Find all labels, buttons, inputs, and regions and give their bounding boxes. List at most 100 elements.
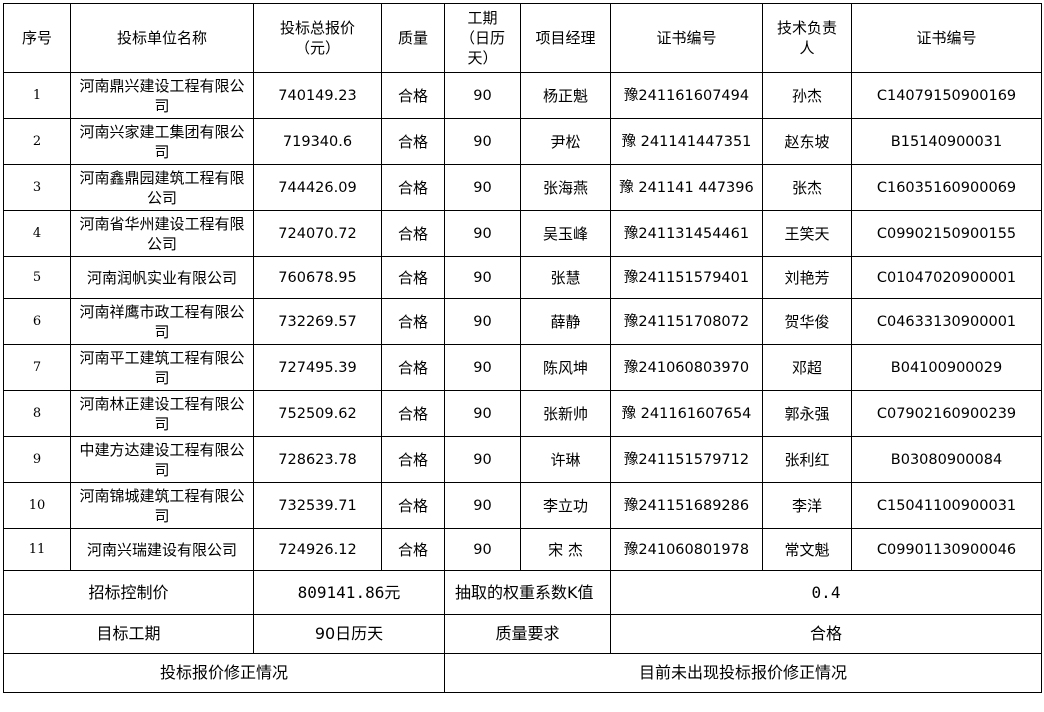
manager-cert-no-cell: 豫241131454461 xyxy=(610,210,763,257)
table-row: 8 河南林正建设工程有限公司 752509.62 合格 90 张新帅豫 241161607… xyxy=(3,390,1042,437)
period-cell: 90 xyxy=(444,390,521,437)
bid-results-table: 序号 投标单位名称 投标总报价（元） 质量 工期（日历天） 项目经理 证书编号 … xyxy=(3,3,1042,693)
project-manager-cell: 薛静 xyxy=(520,298,611,345)
total-price-cell: 724070.72 xyxy=(253,210,382,257)
tech-lead-cell: 王笑天 xyxy=(762,210,852,257)
manager-cert-no-cell: 豫241151579401 xyxy=(610,256,763,299)
table-row: 5 河南润帆实业有限公司 760678.95 合格 90 张慧 豫241151579401 刘… xyxy=(3,256,1042,299)
header-tech-lead: 技术负责人 xyxy=(762,3,852,73)
company-name-cell: 河南兴瑞建设有限公司 xyxy=(70,528,254,571)
header-manager: 项目经理 xyxy=(520,3,611,73)
tech-lead-cell: 张利红 xyxy=(762,436,852,483)
quality-cell: 合格 xyxy=(381,256,445,299)
quality-cell: 合格 xyxy=(381,118,445,165)
tech-cert-no-cell: C14079150900169 xyxy=(851,72,1042,119)
total-price-cell: 740149.23 xyxy=(253,72,382,119)
control-price-value: 809141.86元 xyxy=(253,570,445,615)
table-row: 1 河南鼎兴建设工程有限公司 740149.23 合格 90 杨正魁 豫2411616074… xyxy=(3,72,1042,119)
company-name-cell: 河南鑫鼎园建筑工程有限公司 xyxy=(70,164,254,211)
quality-cell: 合格 xyxy=(381,390,445,437)
quality-cell: 合格 xyxy=(381,72,445,119)
tech-lead-cell: 常文魁 xyxy=(762,528,852,571)
correction-value: 目前未出现投标报价修正情况 xyxy=(444,653,1042,693)
seq-cell: 1 xyxy=(3,72,71,119)
company-name-cell: 河南锦城建筑工程有限公司 xyxy=(70,482,254,529)
table-row: 4 河南省华州建设工程有限公司 724070.72 合格 90 吴玉峰 豫241131454… xyxy=(3,210,1042,257)
company-name-cell: 河南兴家建工集团有限公司 xyxy=(70,118,254,165)
total-price-cell: 732539.71 xyxy=(253,482,382,529)
tech-cert-no-cell: C09902150900155 xyxy=(851,210,1042,257)
company-name-cell: 河南润帆实业有限公司 xyxy=(70,256,254,299)
project-manager-cell: 杨正魁 xyxy=(520,72,611,119)
tech-cert-no-cell: C07902160900239 xyxy=(851,390,1042,437)
period-cell: 90 xyxy=(444,72,521,119)
seq-cell: 4 xyxy=(3,210,71,257)
table-row: 7 河南平工建筑工程有限公司 727495.39 合格 90 陈风坤 豫2410608039… xyxy=(3,344,1042,391)
seq-cell: 2 xyxy=(3,118,71,165)
header-seq: 序号 xyxy=(3,3,71,73)
header-row: 序号 投标单位名称 投标总报价（元） 质量 工期（日历天） 项目经理 证书编号 … xyxy=(3,3,1042,73)
tech-cert-no-cell: B03080900084 xyxy=(851,436,1042,483)
header-company: 投标单位名称 xyxy=(70,3,254,73)
target-period-label: 目标工期 xyxy=(3,614,254,654)
seq-cell: 3 xyxy=(3,164,71,211)
control-price-label: 招标控制价 xyxy=(3,570,254,615)
project-manager-cell: 尹松 xyxy=(520,118,611,165)
project-manager-cell: 张慧 xyxy=(520,256,611,299)
quality-cell: 合格 xyxy=(381,164,445,211)
period-cell: 90 xyxy=(444,298,521,345)
total-price-cell: 744426.09 xyxy=(253,164,382,211)
total-price-cell: 727495.39 xyxy=(253,344,382,391)
header-period: 工期（日历天） xyxy=(444,3,521,73)
manager-cert-no-cell: 豫 241161607654 xyxy=(610,390,763,437)
table-row: 10 河南锦城建筑工程有限公司 732539.71 合格 90 李立功 豫241151689… xyxy=(3,482,1042,529)
project-manager-cell: 吴玉峰 xyxy=(520,210,611,257)
table-row: 6 河南祥鹰市政工程有限公司 732269.57 合格 90 薛静 豫24115170807… xyxy=(3,298,1042,345)
tech-lead-cell: 李洋 xyxy=(762,482,852,529)
tech-lead-cell: 郭永强 xyxy=(762,390,852,437)
period-cell: 90 xyxy=(444,210,521,257)
footer-row-target-period: 目标工期 90日历天 质量要求 合格 xyxy=(3,614,1042,654)
tech-lead-cell: 邓超 xyxy=(762,344,852,391)
company-name-cell: 河南林正建设工程有限公司 xyxy=(70,390,254,437)
table-row: 2 河南兴家建工集团有限公司 719340.6 合格 90 尹松豫 24114144735… xyxy=(3,118,1042,165)
tech-cert-no-cell: C04633130900001 xyxy=(851,298,1042,345)
manager-cert-no-cell: 豫241060801978 xyxy=(610,528,763,571)
seq-cell: 6 xyxy=(3,298,71,345)
manager-cert-no-cell: 豫 241141447351 xyxy=(610,118,763,165)
quality-cell: 合格 xyxy=(381,210,445,257)
quality-cell: 合格 xyxy=(381,528,445,571)
company-name-cell: 河南平工建筑工程有限公司 xyxy=(70,344,254,391)
quality-cell: 合格 xyxy=(381,482,445,529)
quality-cell: 合格 xyxy=(381,436,445,483)
total-price-cell: 724926.12 xyxy=(253,528,382,571)
seq-cell: 10 xyxy=(3,482,71,529)
header-manager-cert: 证书编号 xyxy=(610,3,763,73)
correction-label: 投标报价修正情况 xyxy=(3,653,445,693)
header-price: 投标总报价（元） xyxy=(253,3,382,73)
seq-cell: 9 xyxy=(3,436,71,483)
header-tech-cert: 证书编号 xyxy=(851,3,1042,73)
k-value: 0.4 xyxy=(610,570,1042,615)
quality-cell: 合格 xyxy=(381,344,445,391)
total-price-cell: 728623.78 xyxy=(253,436,382,483)
manager-cert-no-cell: 豫241060803970 xyxy=(610,344,763,391)
footer-row-correction: 投标报价修正情况 目前未出现投标报价修正情况 xyxy=(3,653,1042,693)
tech-cert-no-cell: B15140900031 xyxy=(851,118,1042,165)
manager-cert-no-cell: 豫 241141 447396 xyxy=(610,164,763,211)
quality-req-label: 质量要求 xyxy=(444,614,611,654)
tech-cert-no-cell: C16035160900069 xyxy=(851,164,1042,211)
header-quality: 质量 xyxy=(381,3,445,73)
company-name-cell: 河南鼎兴建设工程有限公司 xyxy=(70,72,254,119)
tech-cert-no-cell: C01047020900001 xyxy=(851,256,1042,299)
seq-cell: 8 xyxy=(3,390,71,437)
company-name-cell: 中建方达建设工程有限公司 xyxy=(70,436,254,483)
tech-lead-cell: 张杰 xyxy=(762,164,852,211)
total-price-cell: 752509.62 xyxy=(253,390,382,437)
tech-lead-cell: 孙杰 xyxy=(762,72,852,119)
table-row: 3 河南鑫鼎园建筑工程有限公司 744426.09 合格 90 张海燕豫 241141 4… xyxy=(3,164,1042,211)
period-cell: 90 xyxy=(444,528,521,571)
seq-cell: 11 xyxy=(3,528,71,571)
total-price-cell: 760678.95 xyxy=(253,256,382,299)
company-name-cell: 河南祥鹰市政工程有限公司 xyxy=(70,298,254,345)
